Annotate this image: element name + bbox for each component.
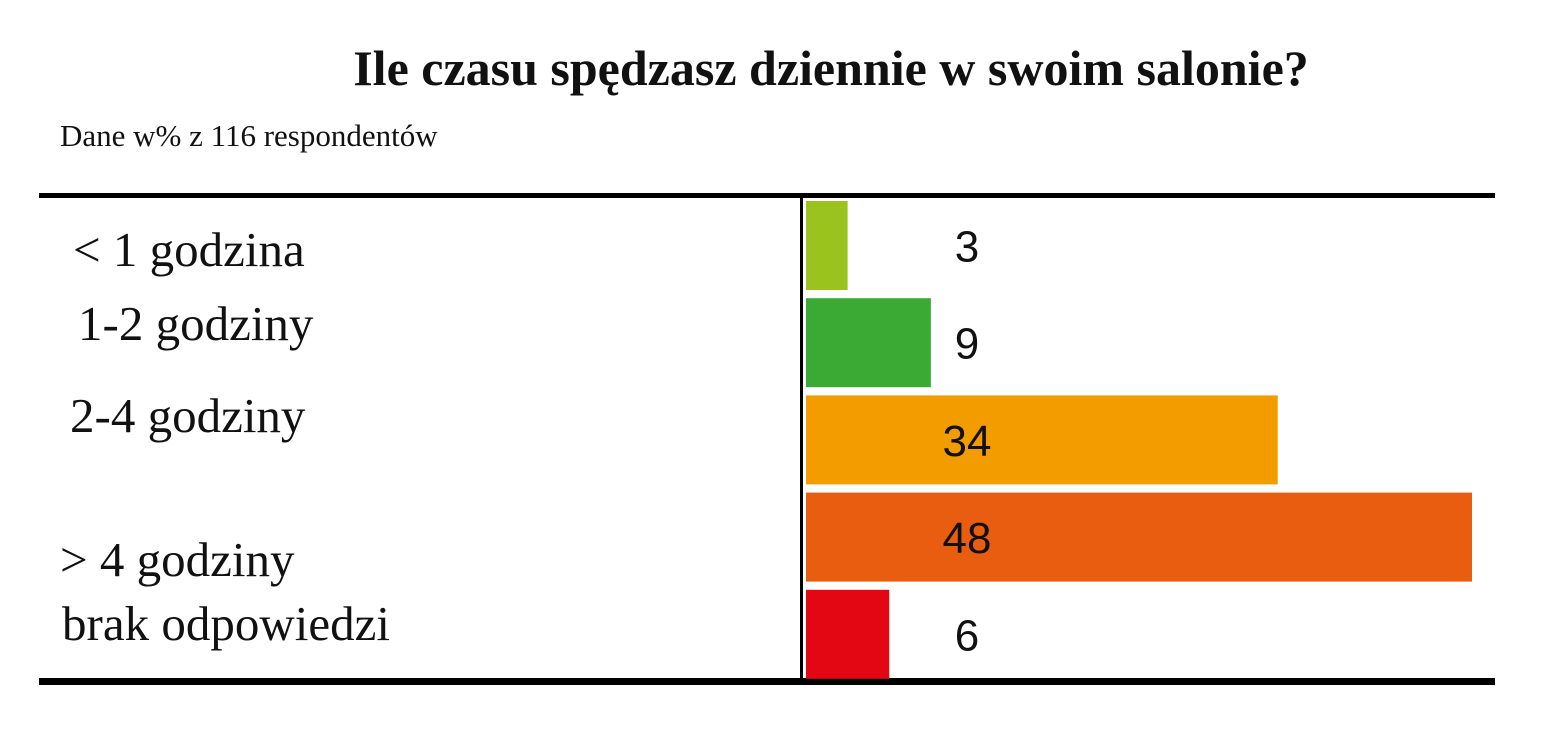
bar: [806, 201, 848, 290]
category-label: < 1 godzina: [73, 222, 305, 277]
category-label: 2-4 godziny: [70, 388, 306, 443]
bar-value-label: 3: [955, 223, 979, 272]
bar: [806, 589, 890, 679]
bar-value-label: 48: [943, 514, 992, 563]
bar: [806, 298, 931, 388]
bar-value-label: 34: [943, 417, 992, 466]
top-rule: [39, 193, 1495, 198]
category-label: 1-2 godziny: [78, 296, 314, 351]
category-label: brak odpowiedzi: [62, 596, 390, 651]
category-label: > 4 godziny: [60, 532, 295, 587]
chart-title: Ile czasu spędzasz dziennie w swoim salo…: [353, 40, 1309, 96]
bar-value-label: 9: [955, 320, 979, 369]
chart-subtitle: Dane w% z 116 respondentów: [60, 118, 438, 153]
bottom-rule: [39, 678, 1495, 685]
bar: [806, 492, 1472, 582]
category-axis-line: [800, 198, 803, 678]
bar: [806, 395, 1278, 485]
bar-value-label: 6: [955, 611, 979, 660]
